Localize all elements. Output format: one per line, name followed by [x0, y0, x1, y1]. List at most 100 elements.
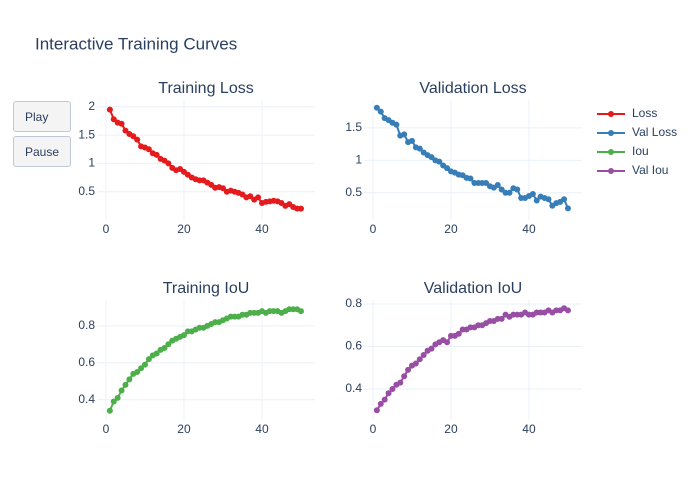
x-tick-label: 40: [522, 222, 536, 236]
legend-label: Val Loss: [632, 125, 677, 139]
data-point: [126, 376, 133, 383]
data-point: [373, 407, 380, 414]
data-point: [416, 145, 423, 152]
data-point: [255, 194, 262, 201]
data-point: [455, 330, 462, 337]
data-point: [165, 160, 172, 167]
x-tick-label: 20: [444, 222, 458, 236]
data-point: [134, 136, 141, 143]
data-point: [494, 181, 501, 188]
data-point: [106, 106, 113, 113]
data-point: [545, 196, 552, 203]
data-point: [564, 307, 571, 314]
data-point: [153, 350, 160, 357]
data-point: [416, 356, 423, 363]
x-tick-label: 0: [103, 422, 110, 436]
data-point: [118, 387, 125, 394]
data-point: [444, 339, 451, 346]
x-tick-label: 0: [103, 222, 110, 236]
subplot-title: Training IoU: [163, 280, 250, 297]
data-point: [420, 352, 427, 359]
data-point: [145, 146, 152, 153]
legend-swatch-marker: [608, 149, 614, 155]
data-point: [138, 365, 145, 372]
series-line: [108, 109, 301, 210]
data-point: [397, 379, 404, 386]
figure-title: Interactive Training Curves: [35, 34, 237, 53]
x-tick-label: 20: [177, 422, 191, 436]
data-point: [114, 394, 121, 401]
data-point: [106, 407, 113, 414]
x-tick-label: 40: [522, 422, 536, 436]
y-tick-label: 0.8: [345, 296, 362, 310]
legend-label: Loss: [632, 106, 657, 120]
y-tick-label: 0.6: [78, 355, 95, 369]
data-point: [529, 191, 536, 198]
data-point: [498, 315, 505, 322]
data-point: [297, 205, 304, 212]
data-point: [141, 361, 148, 368]
data-point: [401, 373, 408, 380]
y-tick-label: 0.4: [78, 392, 95, 406]
data-point: [506, 189, 513, 196]
data-point: [134, 369, 141, 375]
data-point: [381, 396, 388, 403]
play-button[interactable]: Play: [13, 101, 71, 132]
data-point: [165, 341, 172, 348]
x-tick-label: 40: [255, 422, 269, 436]
data-point: [377, 400, 384, 407]
data-point: [145, 356, 152, 363]
data-point: [564, 205, 571, 212]
legend-label: Iou: [632, 144, 649, 158]
x-tick-label: 0: [370, 422, 377, 436]
data-point: [561, 196, 568, 203]
data-point: [247, 193, 254, 200]
data-point: [467, 175, 474, 182]
y-tick-label: 0.5: [78, 184, 95, 198]
data-point: [401, 131, 408, 138]
y-tick-label: 2: [88, 99, 95, 113]
data-point: [405, 366, 412, 373]
data-point: [122, 127, 129, 134]
legend-swatch-marker: [608, 111, 614, 117]
data-point: [373, 104, 380, 111]
x-tick-label: 20: [177, 222, 191, 236]
subplot-title: Validation IoU: [424, 280, 522, 297]
y-tick-label: 0.5: [345, 185, 362, 199]
data-point: [122, 381, 129, 388]
series-line: [376, 307, 569, 411]
data-point: [110, 398, 117, 405]
x-tick-label: 20: [444, 422, 458, 436]
data-point: [110, 116, 117, 123]
data-point: [161, 345, 168, 351]
data-point: [297, 308, 304, 315]
data-point: [377, 108, 384, 115]
data-point: [219, 185, 226, 192]
data-point: [514, 186, 521, 193]
data-point: [180, 332, 187, 339]
y-tick-label: 0.6: [345, 339, 362, 353]
legend-swatch-marker: [608, 168, 614, 174]
data-point: [118, 120, 125, 127]
data-point: [408, 137, 415, 144]
data-point: [436, 158, 443, 165]
y-tick-label: 1: [355, 152, 362, 166]
subplot-title: Training Loss: [158, 80, 253, 97]
y-tick-label: 0.4: [345, 381, 362, 395]
y-tick-label: 0.8: [78, 318, 95, 332]
legend-label: Val Iou: [632, 163, 668, 177]
legend-swatch-marker: [608, 130, 614, 136]
data-point: [412, 360, 419, 367]
y-tick-label: 1: [88, 156, 95, 170]
pause-button[interactable]: Pause: [13, 136, 71, 167]
y-tick-label: 1.5: [345, 120, 362, 134]
x-tick-label: 40: [255, 222, 269, 236]
data-point: [130, 133, 137, 140]
data-point: [153, 151, 160, 158]
subplot-title: Validation Loss: [419, 80, 526, 97]
data-point: [393, 121, 400, 128]
x-tick-label: 0: [370, 222, 377, 236]
y-tick-label: 1.5: [78, 127, 95, 141]
